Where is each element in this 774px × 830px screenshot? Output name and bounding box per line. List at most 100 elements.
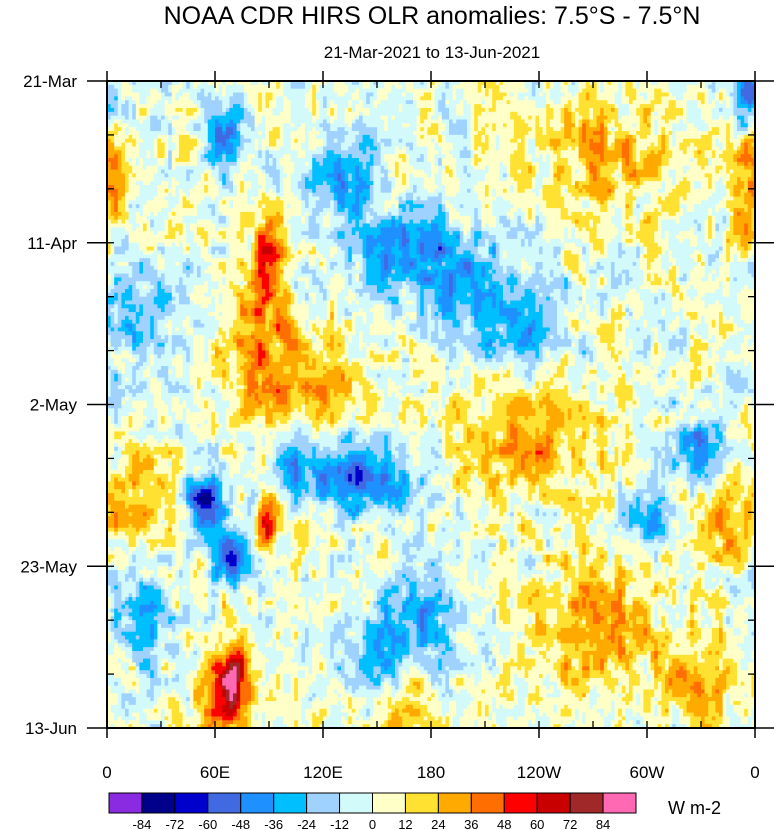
anomaly-cell: [543, 100, 547, 104]
anomaly-cell: [370, 100, 374, 104]
anomaly-cell: [550, 112, 554, 116]
anomaly-cell: [355, 123, 359, 127]
anomaly-cell: [139, 104, 143, 108]
anomaly-cell: [319, 173, 323, 177]
anomaly-cell: [190, 139, 194, 143]
anomaly-cell: [183, 100, 187, 104]
anomaly-cell: [226, 146, 230, 150]
anomaly-cell: [571, 116, 575, 120]
anomaly-cell: [622, 112, 626, 116]
anomaly-cell: [697, 166, 701, 170]
anomaly-cell: [633, 93, 637, 97]
anomaly-cell: [622, 93, 626, 97]
anomaly-cell: [334, 131, 338, 135]
anomaly-cell: [431, 104, 435, 108]
anomaly-cell: [611, 170, 615, 174]
anomaly-cell: [129, 131, 133, 135]
anomaly-cell: [208, 127, 212, 131]
anomaly-cell: [229, 162, 233, 166]
anomaly-cell: [172, 150, 176, 154]
anomaly-cell: [481, 116, 485, 120]
anomaly-cell: [255, 89, 259, 93]
anomaly-cell: [388, 139, 392, 143]
anomaly-cell: [265, 150, 269, 154]
anomaly-cell: [604, 131, 608, 135]
anomaly-cell: [715, 104, 719, 108]
anomaly-cell: [204, 177, 208, 181]
anomaly-cell: [661, 96, 665, 100]
anomaly-cell: [359, 108, 363, 112]
anomaly-cell: [294, 123, 298, 127]
anomaly-cell: [258, 116, 262, 120]
anomaly-cell: [654, 162, 658, 166]
anomaly-cell: [229, 96, 233, 100]
anomaly-cell: [672, 120, 676, 124]
anomaly-cell: [582, 139, 586, 143]
anomaly-cell: [625, 162, 629, 166]
anomaly-cell: [611, 85, 615, 89]
anomaly-cell: [424, 139, 428, 143]
anomaly-cell: [157, 166, 161, 170]
anomaly-cell: [748, 89, 752, 93]
anomaly-cell: [125, 143, 129, 147]
anomaly-cell: [456, 162, 460, 166]
anomaly-cell: [168, 85, 172, 89]
anomaly-cell: [435, 146, 439, 150]
anomaly-cell: [503, 154, 507, 158]
anomaly-cell: [269, 112, 273, 116]
anomaly-cell: [431, 120, 435, 124]
anomaly-cell: [121, 85, 125, 89]
anomaly-cell: [510, 85, 514, 89]
anomaly-cell: [219, 120, 223, 124]
anomaly-cell: [503, 170, 507, 174]
anomaly-cell: [298, 85, 302, 89]
anomaly-cell: [449, 135, 453, 139]
anomaly-cell: [201, 158, 205, 162]
anomaly-cell: [694, 162, 698, 166]
anomaly-cell: [568, 166, 572, 170]
anomaly-cell: [640, 146, 644, 150]
anomaly-cell: [510, 93, 514, 97]
anomaly-cell: [489, 146, 493, 150]
anomaly-cell: [481, 123, 485, 127]
anomaly-cell: [341, 100, 345, 104]
anomaly-cell: [445, 143, 449, 147]
anomaly-cell: [629, 170, 633, 174]
anomaly-cell: [442, 146, 446, 150]
anomaly-cell: [528, 112, 532, 116]
anomaly-cell: [586, 100, 590, 104]
anomaly-cell: [283, 89, 287, 93]
anomaly-cell: [301, 127, 305, 131]
anomaly-cell: [262, 116, 266, 120]
anomaly-cell: [381, 116, 385, 120]
anomaly-cell: [460, 116, 464, 120]
anomaly-cell: [330, 85, 334, 89]
anomaly-cell: [143, 150, 147, 154]
anomaly-cell: [489, 96, 493, 100]
anomaly-cell: [571, 131, 575, 135]
anomaly-cell: [701, 170, 705, 174]
anomaly-cell: [373, 170, 377, 174]
anomaly-cell: [370, 104, 374, 108]
anomaly-cell: [676, 89, 680, 93]
anomaly-cell: [211, 166, 215, 170]
anomaly-cell: [355, 177, 359, 181]
anomaly-cell: [255, 93, 259, 97]
anomaly-cell: [568, 135, 572, 139]
anomaly-cell: [481, 166, 485, 170]
anomaly-cell: [485, 112, 489, 116]
anomaly-cell: [575, 123, 579, 127]
anomaly-cell: [201, 177, 205, 181]
anomaly-cell: [467, 85, 471, 89]
anomaly-cell: [276, 166, 280, 170]
anomaly-cell: [219, 154, 223, 158]
anomaly-cell: [121, 116, 125, 120]
anomaly-cell: [309, 154, 313, 158]
anomaly-cell: [359, 146, 363, 150]
anomaly-cell: [593, 123, 597, 127]
anomaly-cell: [492, 177, 496, 181]
anomaly-cell: [438, 177, 442, 181]
anomaly-cell: [453, 135, 457, 139]
anomaly-cell: [683, 96, 687, 100]
anomaly-cell: [334, 162, 338, 166]
